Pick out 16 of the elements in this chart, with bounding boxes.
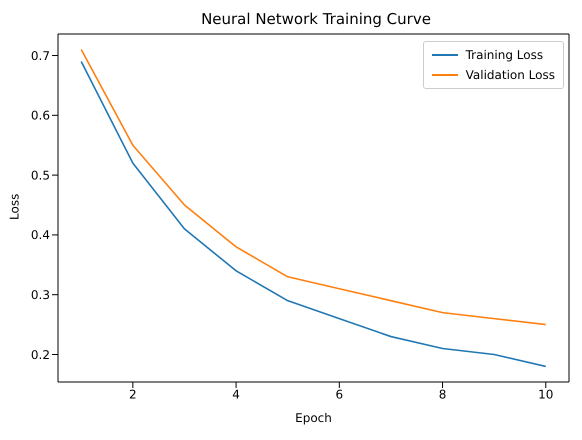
x-tick-label: 10 bbox=[538, 388, 554, 402]
chart-title: Neural Network Training Curve bbox=[200, 10, 432, 28]
x-axis-title: Epoch bbox=[295, 411, 332, 425]
y-tick-label: 0.7 bbox=[30, 48, 50, 63]
legend-label: Validation Loss bbox=[466, 68, 555, 82]
y-tick-label: 0.4 bbox=[30, 228, 50, 242]
x-tick-label: 6 bbox=[335, 388, 344, 402]
y-axis-title: Loss bbox=[7, 194, 22, 220]
y-tick-label: 0.5 bbox=[30, 168, 50, 182]
x-tick-label: 2 bbox=[129, 388, 137, 402]
x-tick-label: 4 bbox=[232, 388, 240, 402]
y-tick-label: 0.2 bbox=[30, 348, 50, 362]
x-tick-label: 8 bbox=[438, 388, 446, 402]
legend-label: Training Loss bbox=[466, 48, 544, 62]
y-tick-label: 0.3 bbox=[30, 288, 50, 302]
y-tick-label: 0.6 bbox=[30, 108, 50, 123]
